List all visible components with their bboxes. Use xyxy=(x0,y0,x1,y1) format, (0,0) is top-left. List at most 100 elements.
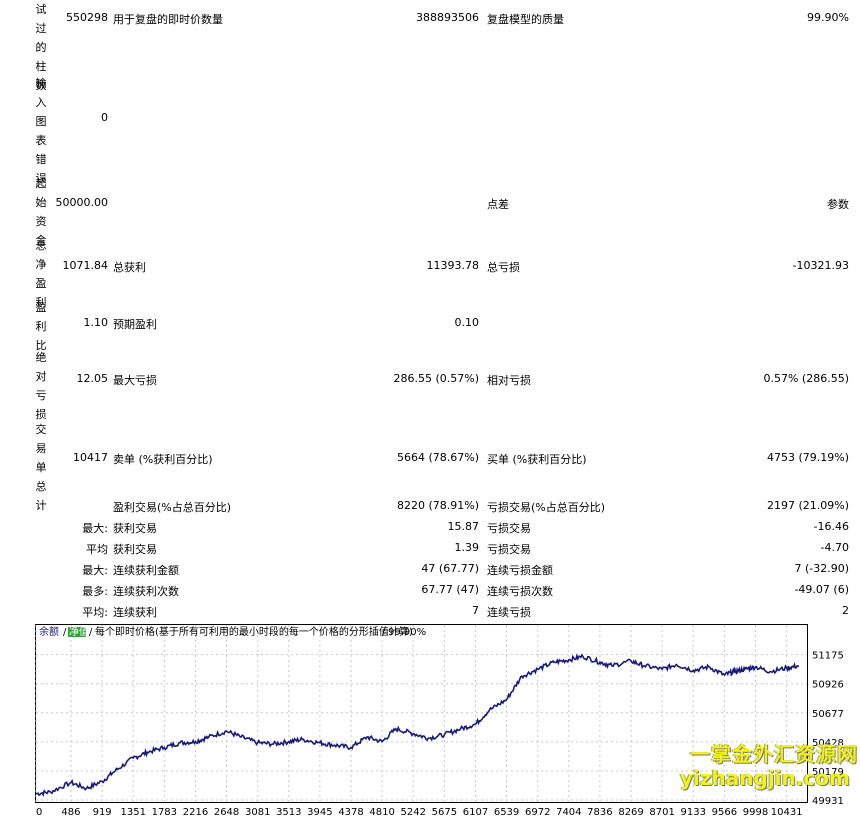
abs-drawdown-value: 12.05 xyxy=(76,372,109,385)
x-tick-label: 1783 xyxy=(152,807,177,818)
ticks-value: 388893506 xyxy=(416,11,479,24)
profit-factor-value: 1.10 xyxy=(83,316,109,329)
x-tick-label: 0 xyxy=(36,807,42,818)
stat-row-prefix: 平均 xyxy=(86,543,108,556)
stat-row-right-value: -4.70 xyxy=(820,541,849,554)
y-tick-label: 49931 xyxy=(812,796,844,807)
x-tick-label: 9133 xyxy=(681,807,706,818)
x-tick-label: 3945 xyxy=(307,807,332,818)
x-tick-label: 5675 xyxy=(432,807,457,818)
x-tick-label: 3081 xyxy=(245,807,270,818)
total-trades-value: 10417 xyxy=(73,451,108,464)
deposit-value: 50000.00 xyxy=(55,196,109,209)
x-tick-label: 6972 xyxy=(525,807,550,818)
balance-line xyxy=(35,653,800,798)
short-trades-value: 5664 (78.67%) xyxy=(396,451,479,464)
stat-row-left-label: 连续获利次数 xyxy=(113,585,179,598)
net-profit-label: 总净盈利 xyxy=(35,239,47,309)
expected-payoff-label: 预期盈利 xyxy=(113,318,157,331)
caption-balance: 余额 xyxy=(39,625,59,638)
chart-caption: 余额 / 净值 / 每个即时价格(基于所有可利用的最小时段的每一个价格的分形插值… xyxy=(39,625,426,638)
gross-loss-label: 总亏损 xyxy=(487,261,520,274)
profit-trades-label: 盈利交易(%占总百分比) xyxy=(113,501,232,514)
x-tick-label: 1351 xyxy=(120,807,145,818)
watermark-url: yizhangjin.com xyxy=(680,766,850,790)
x-tick-label: 8269 xyxy=(618,807,643,818)
stat-row-left-label: 获利交易 xyxy=(113,522,157,535)
loss-trades-label: 亏损交易(%占总百分比) xyxy=(487,501,606,514)
errors-label: 输入图表错误 xyxy=(35,77,47,185)
caption-sep-3: / xyxy=(382,627,386,638)
x-tick-label: 3513 xyxy=(276,807,301,818)
grid xyxy=(35,625,807,802)
max-drawdown-value: 286.55 (0.57%) xyxy=(393,372,479,385)
caption-sep-1: / xyxy=(63,627,67,638)
net-profit-value: 1071.84 xyxy=(62,259,109,272)
x-tick-label: 486 xyxy=(61,807,80,818)
quality-label: 复盘模型的质量 xyxy=(487,13,564,26)
y-tick-label: 50677 xyxy=(812,709,844,720)
spread-label: 点差 xyxy=(487,198,509,211)
balance-chart: 51175 50926 50677 50428 50179 49931 0 486 919 13… xyxy=(35,624,844,818)
equity-swatch xyxy=(68,627,86,637)
x-tick-label: 7836 xyxy=(587,807,612,818)
x-tick-label: 4378 xyxy=(338,807,363,818)
abs-drawdown-label: 绝对亏损 xyxy=(35,351,47,421)
loss-trades-value: 2197 (21.09%) xyxy=(766,499,849,512)
x-tick-label: 2648 xyxy=(214,807,239,818)
x-tick-label: 4810 xyxy=(369,807,394,818)
long-trades-value: 4753 (79.19%) xyxy=(766,451,849,464)
bars-value: 550298 xyxy=(66,11,108,24)
x-tick-label: 5242 xyxy=(401,807,426,818)
gross-profit-value: 11393.78 xyxy=(426,259,480,272)
profit-factor-label: 盈利比 xyxy=(35,301,47,352)
stat-row-right-value: 7 (-32.90) xyxy=(794,562,849,575)
x-tick-label: 9998 xyxy=(743,807,768,818)
rel-drawdown-label: 相对亏损 xyxy=(487,374,531,387)
stat-row-right-label: 亏损交易 xyxy=(487,543,531,556)
stat-row-left-label: 连续获利 xyxy=(113,606,157,619)
watermark-cn: 一掌金外汇资源网 xyxy=(690,742,858,766)
stat-row-left-value: 7 xyxy=(472,604,479,617)
stat-row-left-label: 连续获利金额 xyxy=(113,564,179,577)
x-tick-label: 2216 xyxy=(183,807,208,818)
deposit-label: 起始资金 xyxy=(35,177,47,247)
caption-desc: 每个即时价格(基于所有可利用的最小时段的每一个价格的分形插值计算) xyxy=(95,625,413,638)
errors-value: 0 xyxy=(101,111,108,124)
params-label: 参数 xyxy=(827,198,849,211)
profit-trades-value: 8220 (78.91%) xyxy=(396,499,479,512)
y-tick-label: 50179 xyxy=(812,767,844,778)
caption-quality: 99.90% xyxy=(388,627,426,638)
stat-row-right-value: -16.46 xyxy=(813,520,849,533)
caption-sep-2: / xyxy=(89,627,93,638)
stat-row-left-value: 67.77 (47) xyxy=(421,583,479,596)
stat-row-right-value: 2 xyxy=(842,604,849,617)
rel-drawdown-value: 0.57% (286.55) xyxy=(763,372,849,385)
stat-row-right-label: 连续亏损次数 xyxy=(487,585,553,598)
y-tick-label: 51175 xyxy=(812,651,844,662)
gross-loss-value: -10321.93 xyxy=(792,259,849,272)
max-drawdown-label: 最大亏损 xyxy=(113,374,157,387)
quality-value: 99.90% xyxy=(807,11,849,24)
stat-row-right-label: 连续亏损金额 xyxy=(487,564,553,577)
long-trades-label: 买单 (%获利百分比) xyxy=(487,453,587,466)
stat-row-prefix: 最大: xyxy=(82,564,108,577)
x-tick-label: 9566 xyxy=(712,807,737,818)
gross-profit-label: 总获利 xyxy=(113,261,146,274)
stat-row-left-value: 15.87 xyxy=(447,520,480,533)
x-tick-label: 7404 xyxy=(556,807,581,818)
stat-row-left-value: 1.39 xyxy=(454,541,480,554)
stat-row-prefix: 最大: xyxy=(82,522,108,535)
stat-row-left-label: 获利交易 xyxy=(113,543,157,556)
x-tick-label: 6539 xyxy=(494,807,519,818)
stat-row-right-value: -49.07 (6) xyxy=(794,583,849,596)
x-tick-labels: 0 486 919 1351 1783 2216 2648 3081 3513 3945 4378 4… xyxy=(36,807,803,818)
y-tick-labels: 51175 50926 50677 50428 50179 49931 xyxy=(812,651,844,807)
y-tick-label: 50428 xyxy=(812,738,844,749)
stat-row-prefix: 最多: xyxy=(82,585,108,598)
total-trades-label: 交易单总计 xyxy=(35,423,47,512)
y-tick-label: 50926 xyxy=(812,680,844,691)
x-tick-label: 919 xyxy=(93,807,112,818)
short-trades-label: 卖单 (%获利百分比) xyxy=(113,453,213,466)
x-tick-label: 10431 xyxy=(771,807,803,818)
